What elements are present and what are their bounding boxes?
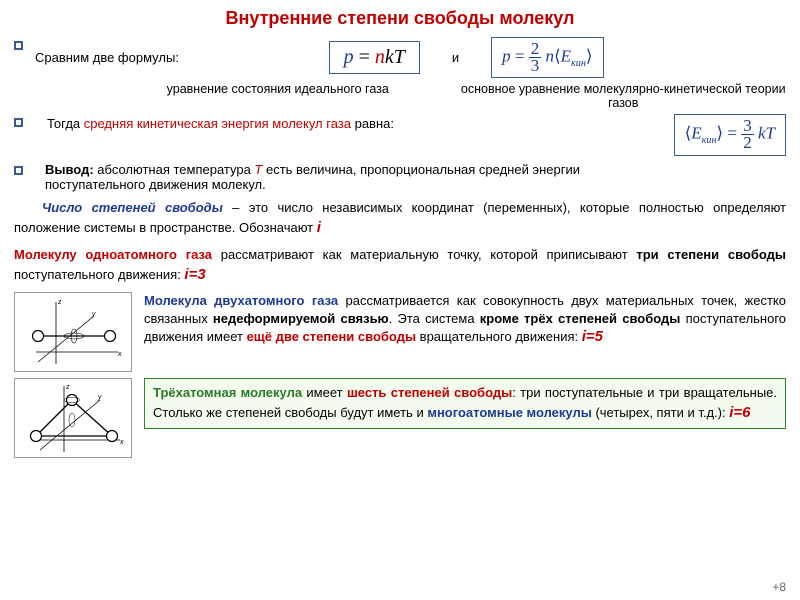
caption-2: основное уравнение молекулярно-кинетичес…: [461, 82, 787, 110]
svg-text:y: y: [91, 311, 96, 318]
tri-a: Трёхатомная молекула: [153, 385, 302, 400]
monoatomic: Молекулу одноатомного газа рассматривают…: [14, 246, 786, 287]
di-d: . Эта система: [389, 311, 480, 326]
bullet-2: Тогда средняя кинетическая энергия молек…: [14, 114, 786, 155]
di-h: вращательного движения:: [416, 329, 582, 344]
and-text: и: [434, 50, 477, 65]
mono-b: рассматривают как материальную точку, ко…: [212, 247, 636, 262]
tri-c: шесть степеней свободы: [347, 385, 512, 400]
di-a: Молекула двухатомного газа: [144, 293, 338, 308]
di-e: кроме трёх степеней свободы: [480, 311, 681, 326]
mono-i: i=3: [184, 266, 205, 283]
page-number: +8: [772, 580, 786, 594]
di-i: i=5: [582, 328, 603, 345]
bullet-icon: [14, 41, 23, 50]
mono-a: Молекулу одноатомного газа: [14, 247, 212, 262]
triatomic-box: Трёхатомная молекула имеет шесть степене…: [144, 378, 786, 429]
tri-f: (четырех, пяти и т.д.):: [592, 405, 729, 420]
vyvod-label: Вывод:: [45, 162, 94, 177]
bullet-icon: [14, 118, 23, 127]
bullet-3: Вывод: абсолютная температура Т есть вел…: [14, 162, 786, 192]
svg-text:z: z: [65, 384, 70, 391]
formula-2: p = 23 n⟨Eкин⟩: [491, 37, 603, 78]
tri-e: многоатомные молекулы: [427, 405, 592, 420]
svg-text:x: x: [119, 439, 124, 446]
di-g: ещё две степени свободы: [247, 329, 416, 344]
line2-c: равна:: [351, 116, 394, 131]
svg-text:x: x: [117, 351, 122, 358]
triatomic-row: x z y Трёхатомная молекула имеет шесть с…: [14, 378, 786, 458]
triatomic-diagram: x z y: [14, 378, 132, 458]
caption-1: уравнение состояния идеального газа: [35, 82, 441, 110]
intro-text: Сравним две формулы:: [35, 50, 179, 65]
formula-1: p = nkT: [329, 41, 420, 74]
line2-a: Тогда: [47, 116, 84, 131]
bullet-1: Сравним две формулы: p = nkT и p = 23 n⟨…: [14, 37, 786, 110]
line2-b: средняя кинетическая энергия молекул газ…: [84, 116, 351, 131]
tri-b: имеет: [302, 385, 347, 400]
svg-text:y: y: [97, 394, 102, 401]
page-title: Внутренние степени свободы молекул: [14, 8, 786, 29]
definition: Число степеней свободы – это число незав…: [14, 198, 786, 240]
diatomic-diagram: x z y: [14, 292, 132, 372]
formula-3: ⟨Eкин⟩ = 32 kT: [674, 114, 786, 155]
def-a: Число степеней свободы: [14, 200, 223, 215]
bullet-icon: [14, 166, 23, 175]
mono-c: три степени свободы: [636, 247, 786, 262]
diatomic-row: x z y Молекула двухатомного газа рассмат…: [14, 292, 786, 372]
tri-i: i=6: [729, 404, 750, 421]
def-i: i: [317, 219, 321, 236]
di-c: недеформируемой связью: [213, 311, 389, 326]
vyvod-a: абсолютная температура: [94, 162, 255, 177]
svg-text:z: z: [57, 299, 62, 306]
mono-d: поступательного движения:: [14, 267, 184, 282]
